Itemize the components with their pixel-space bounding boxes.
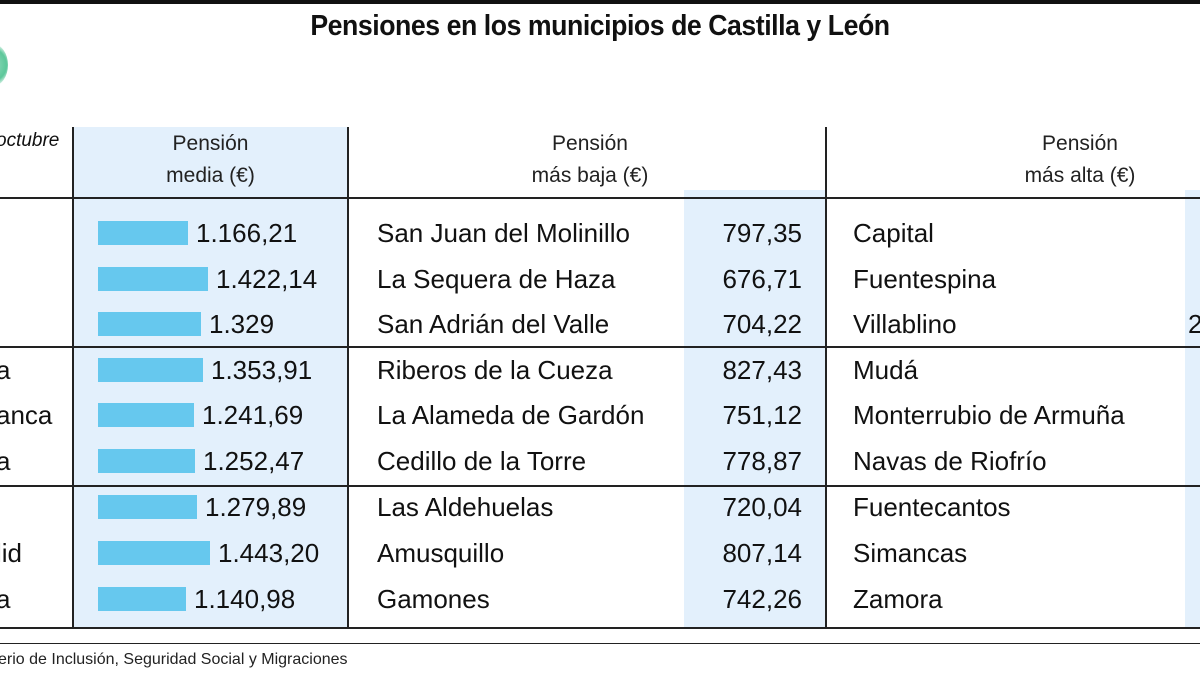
divider [0,627,1200,629]
header-line: Pensión [1042,132,1118,155]
baja-value: 797,35 [722,218,802,248]
alta-municipality: Capital [853,218,934,248]
alta-municipality: Navas de Riofrío [853,446,1047,476]
media-bar [98,312,201,336]
header-line: más alta (€) [1024,164,1136,187]
baja-value: 827,43 [722,355,802,385]
divider [72,127,74,629]
alta-municipality: Villablino [853,309,957,339]
header-line: Pensión [552,132,628,155]
baja-municipality: Gamones [377,584,490,614]
baja-municipality: San Adrián del Valle [377,309,610,339]
media-bar [98,358,203,382]
media-value: 1.353,91 [211,355,313,385]
divider [0,346,1200,348]
header-note: octubre [0,130,60,151]
baja-municipality: Amusquillo [377,538,505,568]
media-bar [98,587,186,611]
alta-value: 2 [1188,309,1200,339]
header-line: más baja (€) [531,164,649,187]
header-media: Pensión media (€) [73,128,348,192]
alta-municipality: Monterrubio de Armuña [853,400,1125,430]
source-footer: erio de Inclusión, Seguridad Social y Mi… [0,651,348,668]
header-line: media (€) [166,164,255,187]
alta-column-bg [1185,190,1200,628]
baja-column-bg [684,190,826,628]
baja-value: 720,04 [722,492,802,522]
media-value: 1.140,98 [194,584,296,614]
logo [0,44,8,86]
province-name: a [0,446,11,476]
alta-municipality: Mudá [853,355,919,385]
media-value: 1.422,14 [216,264,318,294]
baja-municipality: Cedillo de la Torre [377,446,587,476]
media-value: 1.279,89 [205,492,307,522]
header-alta: Pensión más alta (€) [930,128,1200,192]
divider [347,127,349,629]
divider [0,485,1200,487]
alta-municipality: Fuentespina [853,264,997,294]
baja-value: 704,22 [722,309,802,339]
media-value: 1.329 [209,309,275,339]
baja-value: 807,14 [722,538,802,568]
media-value: 1.166,21 [196,218,298,248]
media-bar [98,541,210,565]
alta-municipality: Simancas [853,538,968,568]
province-name: a [0,355,11,385]
province-name: lid [0,538,23,568]
media-bar [98,495,197,519]
baja-value: 742,26 [722,584,802,614]
baja-municipality: La Sequera de Haza [377,264,616,294]
chart-title: Pensiones en los municipios de Castilla … [310,10,890,42]
divider [0,197,1200,199]
media-value: 1.241,69 [202,400,304,430]
baja-value: 676,71 [722,264,802,294]
top-rule [0,0,1200,4]
media-bar [98,449,195,473]
baja-municipality: Riberos de la Cueza [377,355,613,385]
alta-municipality: Zamora [853,584,943,614]
header-line: Pensión [172,132,249,155]
baja-municipality: Las Aldehuelas [377,492,554,522]
province-name: a [0,584,11,614]
baja-municipality: San Juan del Molinillo [377,218,630,248]
header-baja: Pensión más baja (€) [440,128,740,192]
alta-municipality: Fuentecantos [853,492,1011,522]
media-value: 1.443,20 [218,538,320,568]
baja-value: 778,87 [722,446,802,476]
media-bar [98,267,208,291]
media-bar [98,403,194,427]
baja-municipality: La Alameda de Gardón [377,400,645,430]
divider [825,127,827,629]
media-bar [98,221,188,245]
province-name: anca [0,400,53,430]
baja-value: 751,12 [722,400,802,430]
media-value: 1.252,47 [203,446,305,476]
divider [0,643,1200,644]
